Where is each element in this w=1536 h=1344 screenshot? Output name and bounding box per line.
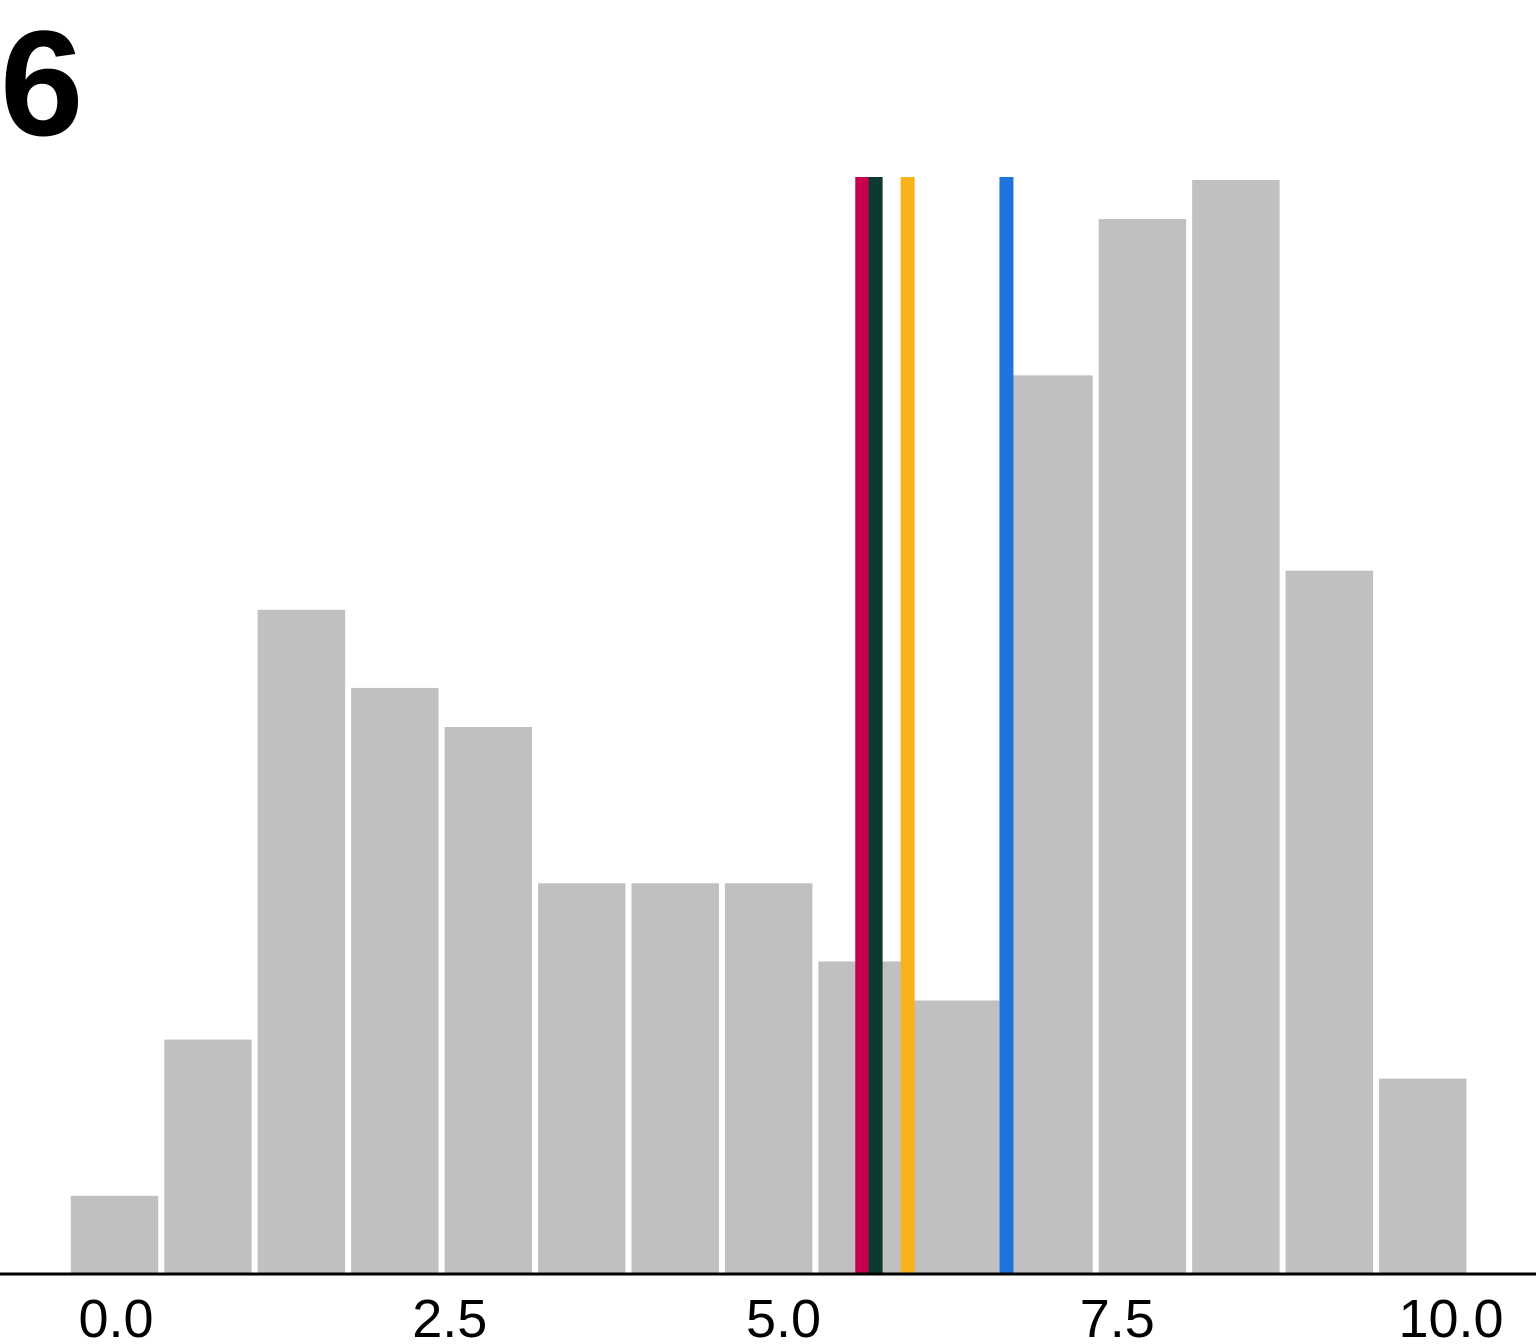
- histogram-bar: [444, 727, 533, 1273]
- reference-lines-group: [855, 177, 1014, 1274]
- histogram-bar: [631, 883, 719, 1273]
- histogram-bar: [911, 1000, 1000, 1273]
- x-tick-label: 5.0: [746, 1289, 821, 1344]
- histogram-bar: [164, 1039, 252, 1273]
- histogram-bar: [257, 609, 346, 1273]
- x-tick-labels-group: 0.0 2.5 5.0 7.5 10.0: [78, 1289, 1503, 1344]
- histogram-bar: [724, 883, 813, 1273]
- histogram-bar: [351, 687, 439, 1273]
- panel-label: 6: [0, 0, 84, 167]
- x-tick-label: 10.0: [1398, 1289, 1503, 1344]
- x-tick-label: 0.0: [78, 1289, 153, 1344]
- histogram-bar: [1098, 219, 1187, 1273]
- histogram-bar: [1005, 375, 1093, 1273]
- histogram-bar: [1192, 180, 1280, 1273]
- histogram-bar: [538, 883, 626, 1273]
- x-tick-label: 2.5: [412, 1289, 487, 1344]
- histogram-bar: [1285, 570, 1374, 1273]
- bars-group: [70, 180, 1467, 1273]
- histogram-bar: [1379, 1078, 1467, 1273]
- histogram-bar: [70, 1195, 159, 1273]
- x-tick-label: 7.5: [1080, 1289, 1155, 1344]
